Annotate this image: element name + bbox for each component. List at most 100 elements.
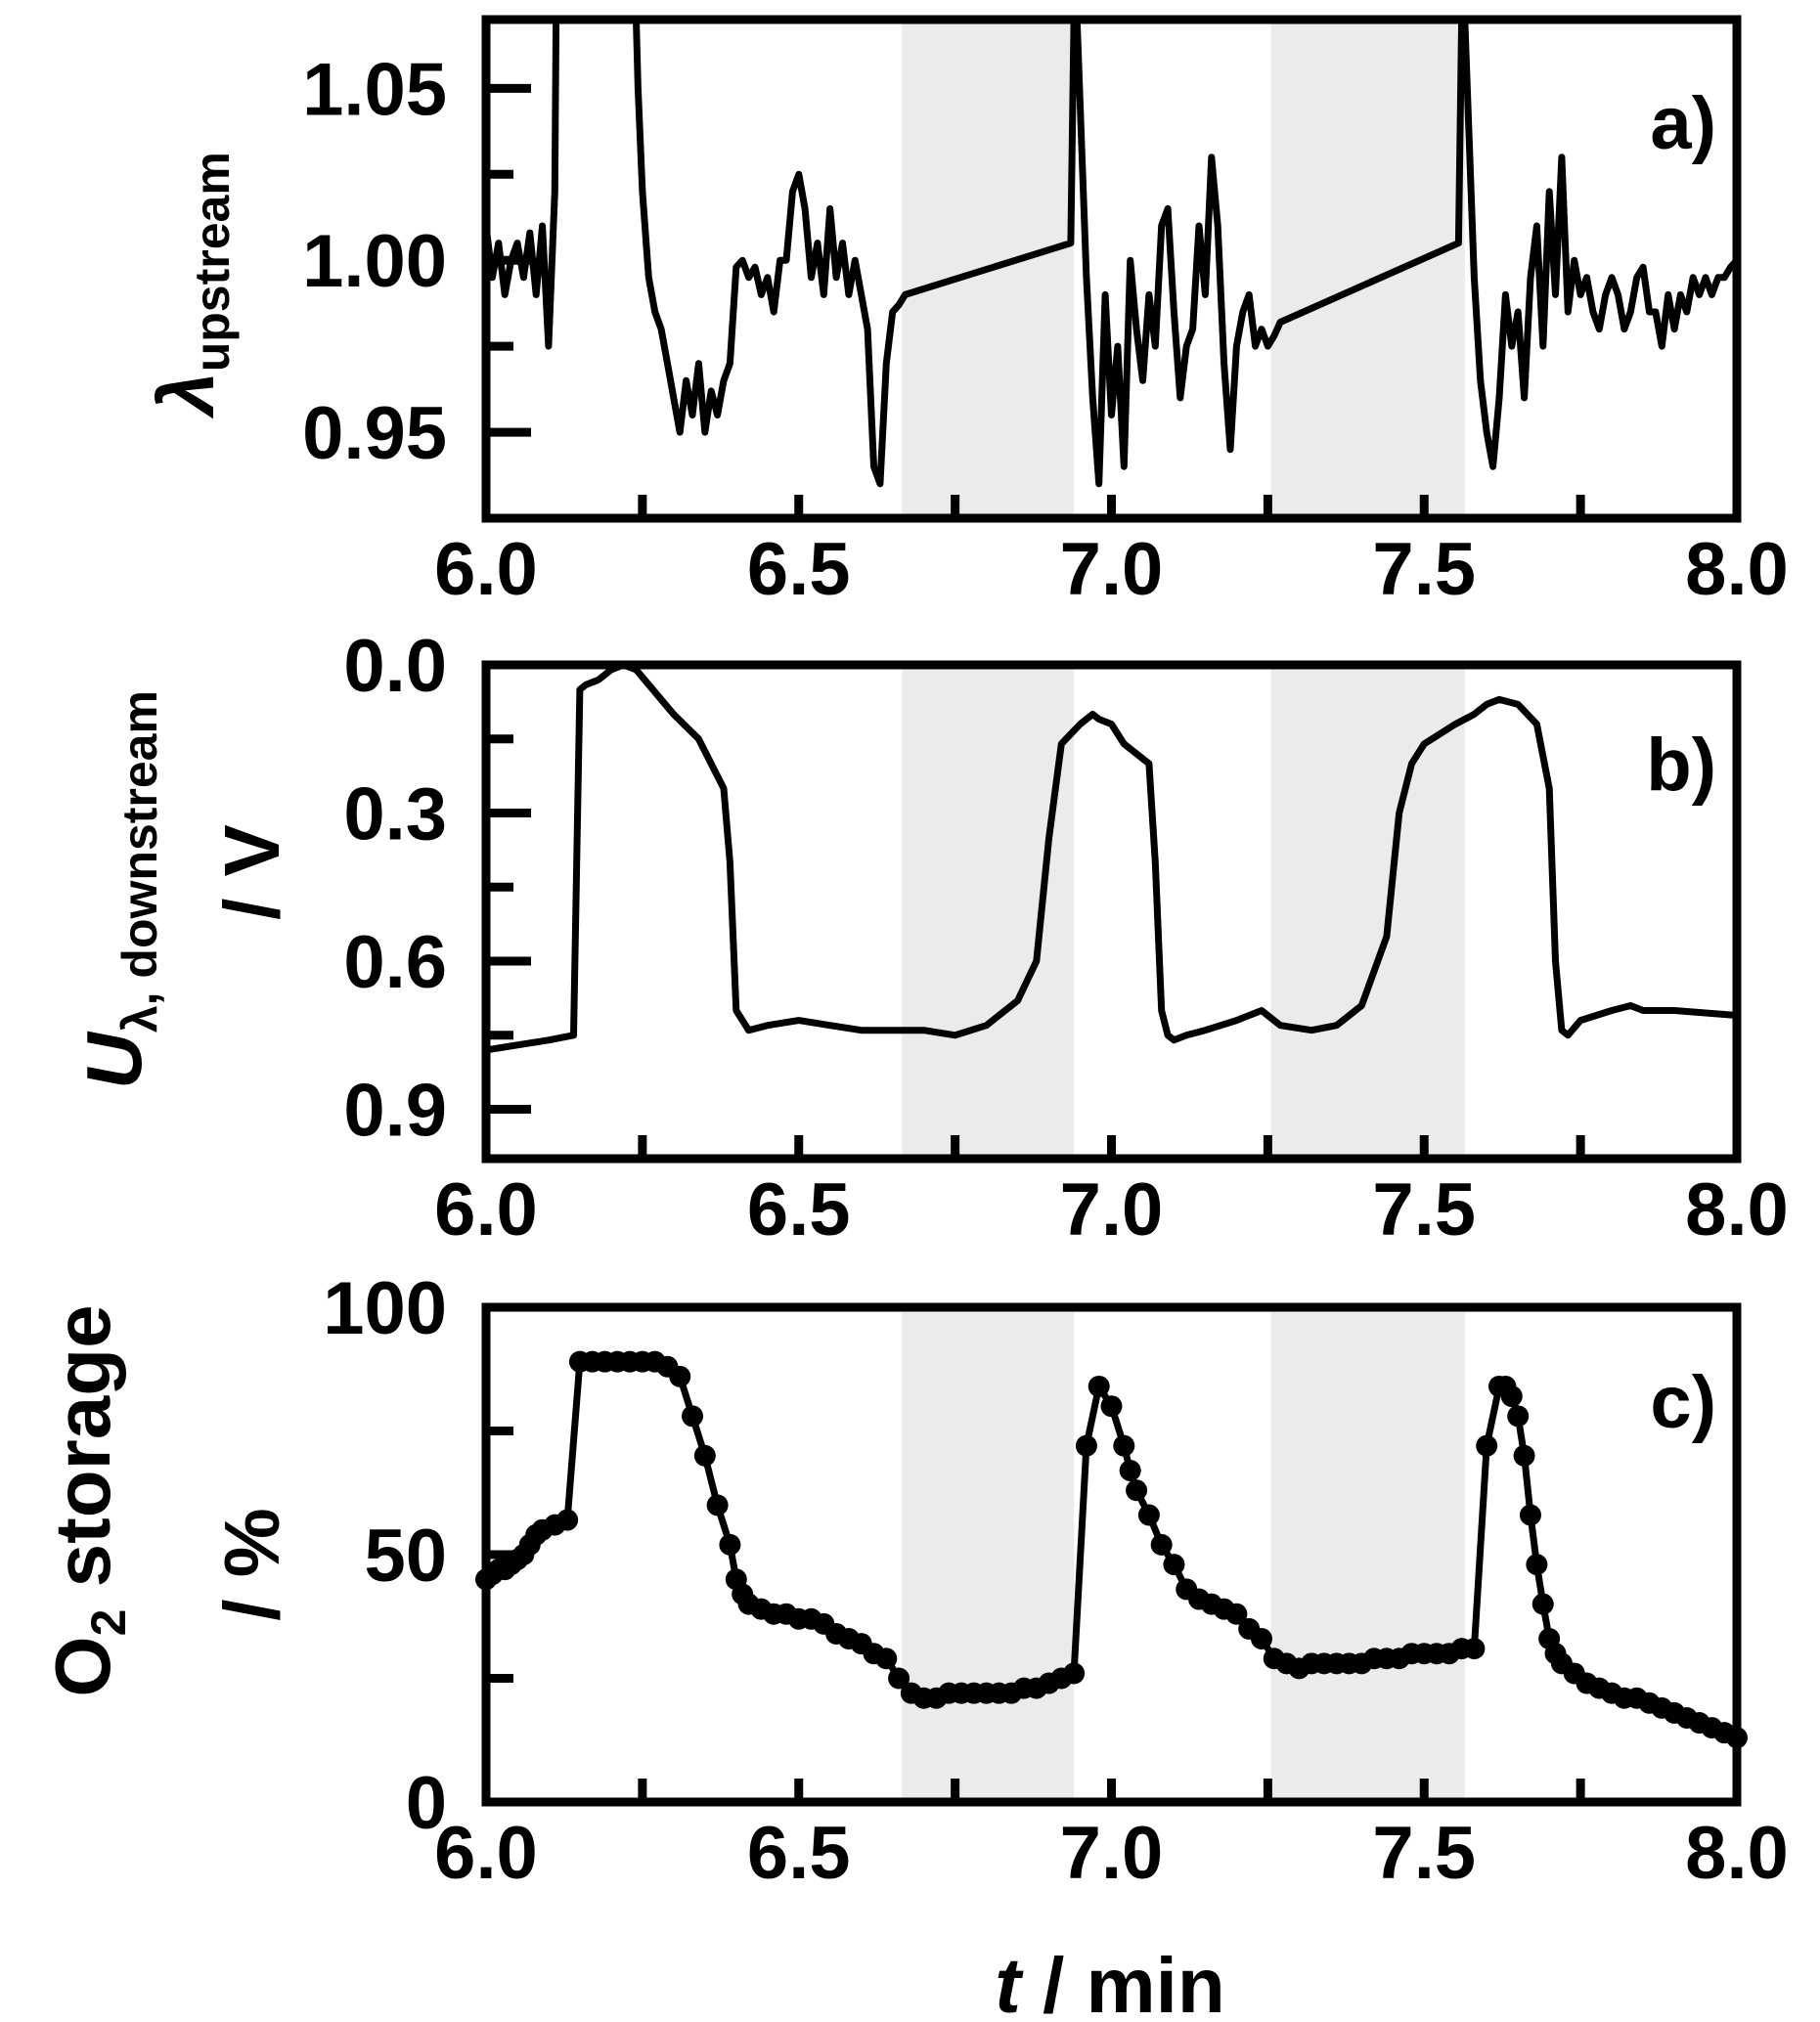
panel-a-y-axis-title: λupstream [143,152,240,419]
panel-a-y-tick-label-2: 1.05 [302,48,447,131]
panel-c-tick-labels: 6.0 6.5 7.0 7.5 8.0 0 50 100 [323,1267,1789,1895]
panel-a-frame [481,15,1742,523]
panel-b-x-tick-label-3: 7.5 [1372,1168,1476,1252]
panel-b-shaded-region-2 [1270,665,1465,1159]
panel-a-series-line-0 [482,16,1740,488]
panel-a-x-tick-label-3: 7.5 [1372,528,1476,611]
panel-a-series [482,16,1740,488]
panel-c-data-point-39 [888,1667,910,1690]
panel-c-data-point-59 [1126,1479,1148,1502]
panel-c-data-point-54 [1075,1434,1097,1457]
panel-a-shaded-region-2 [1270,20,1465,518]
panel-c-x-tick-label-1: 6.5 [747,1812,851,1895]
panel-c-shaded-region-2 [1270,1307,1465,1802]
panel-c-shaded-regions [902,1307,1465,1802]
panel-c-data-point-22 [693,1444,716,1467]
panel-a-lambda-upstream: 6.0 6.5 7.0 7.5 8.0 0.95 1.00 1.05 a) λupstream [143,15,1789,611]
panel-c-series [483,1358,1739,1741]
panel-c-data-point-60 [1137,1504,1160,1526]
panel-b-frame [481,660,1742,1164]
panel-c-x-tick-label-4: 8.0 [1685,1812,1789,1895]
panel-c-data-point-21 [682,1405,704,1428]
panel-a-x-tick-label-0: 6.0 [434,528,538,611]
panel-b-x-tick-label-4: 8.0 [1685,1168,1789,1252]
panel-c-data-point-11 [556,1509,579,1531]
panel-a-x-tick-label-1: 6.5 [747,528,851,611]
panel-c-shaded-region-1 [902,1307,1075,1802]
panel-c-y-tick-label-1: 50 [364,1515,447,1598]
panel-c-data-point-93 [1519,1504,1541,1526]
svg-text:Uλ, downstream: Uλ, downstream [70,690,167,1089]
panel-c-y-tick-label-2: 100 [323,1267,447,1350]
panel-c-frame [481,1302,1742,1807]
x-axis-title-rest: / min [1021,1942,1225,2022]
panel-a-tick-labels: 6.0 6.5 7.0 7.5 8.0 0.95 1.00 1.05 [302,48,1789,611]
x-axis-title-symbol: t [995,1942,1024,2022]
panel-c-data-point-95 [1531,1593,1554,1615]
panel-b-x-tick-label-2: 7.0 [1060,1168,1164,1252]
panel-c-data-point-61 [1150,1533,1173,1556]
panel-b-series [485,661,1738,1054]
panel-c-data-point-24 [719,1533,741,1556]
panel-c-data-point-62 [1163,1554,1185,1576]
panel-a-ylabel-symbol: λ [143,372,230,419]
panel-c-data-point-20 [669,1365,691,1387]
panel-a-x-tick-label-2: 7.0 [1060,528,1164,611]
panel-c-x-tick-label-3: 7.5 [1372,1812,1476,1895]
panel-c-data-point-53 [1063,1662,1086,1685]
panel-c-data-point-58 [1119,1459,1141,1481]
panel-b-y-tick-label-2: 0.6 [343,921,447,1004]
panel-c-ylabel-subscript: 2 [81,1609,136,1637]
panel-c-y-axis-unit: / % [208,1508,295,1621]
panel-c-data-point-67 [1225,1603,1248,1625]
panel-b-shaded-region-1 [902,665,1075,1159]
panel-b-u-lambda-downstream: 6.0 6.5 7.0 7.5 8.0 0.0 0.3 0.6 0.9 b) Uλ, downs… [70,625,1789,1252]
panel-c-ylabel-unit: / % [208,1508,295,1621]
panel-a-shaded-regions [902,20,1465,518]
panel-b-ticks [481,660,1742,1159]
panel-b-x-tick-label-1: 6.5 [747,1168,851,1252]
panel-c-data-point-91 [1507,1405,1530,1428]
panel-c-data-point-87 [1476,1434,1498,1457]
panel-b-y-tick-label-0: 0.0 [343,625,447,708]
panel-c-data-point-38 [875,1648,898,1670]
panel-b-y-axis-title: Uλ, downstream [70,690,167,1089]
svg-text:λupstream: λupstream [143,152,240,419]
panel-c-data-point-23 [706,1494,729,1516]
panel-c-x-tick-label-0: 6.0 [434,1812,538,1895]
panel-b-y-axis-unit: / V [208,824,295,920]
panel-a-y-tick-label-1: 1.00 [302,220,447,303]
panel-c-y-axis-title: O2 storage [39,1304,136,1696]
panel-b-y-tick-label-3: 0.9 [343,1070,447,1153]
panel-c-data-point-94 [1526,1554,1548,1576]
panel-b-y-tick-label-1: 0.3 [343,773,447,857]
panel-b-label: b) [1646,724,1716,807]
panel-b-ylabel-subscript: λ, downstream [112,690,167,1033]
panel-c-data-point-90 [1500,1385,1523,1408]
panel-b-shaded-regions [902,665,1465,1159]
panel-c-markers [475,1350,1748,1749]
panel-c-y-tick-label-0: 0 [406,1762,447,1845]
panel-c-ylabel-text: O [39,1636,126,1696]
panel-a-ylabel-subscript: upstream [185,152,240,372]
panel-c-data-point-69 [1250,1628,1272,1650]
panel-c-label: c) [1650,1361,1716,1444]
panel-b-ylabel-symbol: U [70,1031,157,1089]
svg-text:O2 storage: O2 storage [39,1304,136,1696]
panel-c-x-tick-label-2: 7.0 [1060,1812,1164,1895]
panel-b-tick-labels: 6.0 6.5 7.0 7.5 8.0 0.0 0.3 0.6 0.9 [343,625,1788,1252]
panel-c-ylabel-rest: storage [39,1304,126,1608]
panel-a-y-tick-label-0: 0.95 [302,392,447,475]
x-axis-title: t / min [995,1942,1225,2022]
panel-c-data-point-92 [1513,1444,1535,1467]
panel-b-x-tick-label-0: 6.0 [434,1168,538,1252]
panel-a-x-tick-label-4: 8.0 [1685,528,1789,611]
panel-b-ylabel-unit: / V [208,824,295,920]
panel-c-data-point-57 [1113,1434,1135,1457]
panel-c-data-point-86 [1463,1638,1486,1660]
panel-a-label: a) [1650,82,1716,165]
panel-c-data-point-55 [1088,1375,1110,1397]
panel-c-data-point-56 [1100,1395,1123,1418]
